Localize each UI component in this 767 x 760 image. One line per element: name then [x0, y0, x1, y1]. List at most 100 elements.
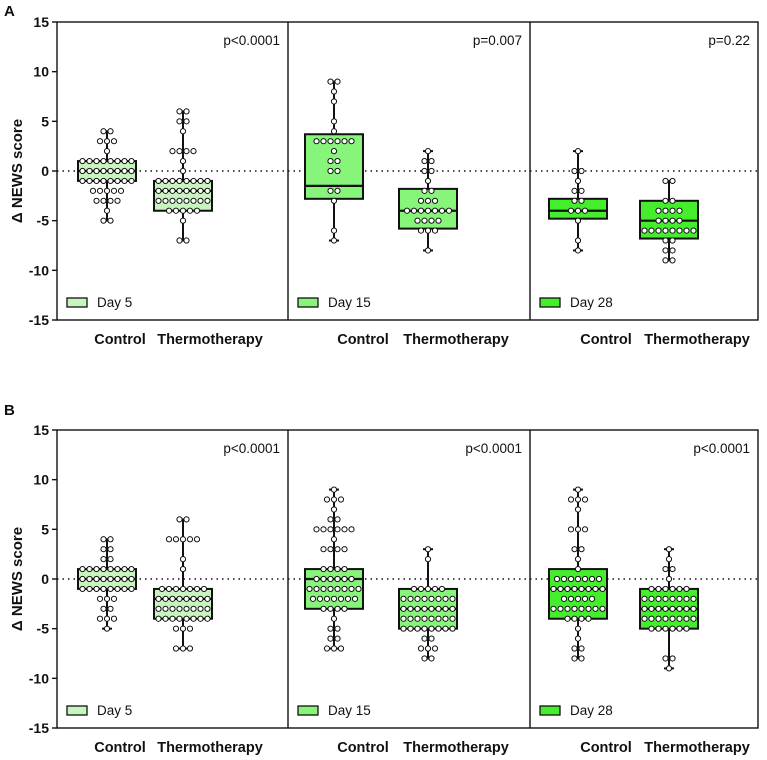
data-point — [581, 496, 589, 503]
legend-swatch — [297, 297, 319, 308]
data-point — [204, 187, 211, 194]
data-point — [665, 665, 673, 672]
data-point — [574, 217, 582, 224]
data-point — [186, 625, 194, 632]
data-point — [107, 536, 114, 543]
data-point — [571, 546, 578, 553]
data-point — [655, 595, 662, 602]
legend-swatch — [66, 705, 88, 716]
data-point — [334, 546, 341, 553]
data-point — [341, 605, 348, 612]
data-point — [341, 575, 348, 583]
data-point — [114, 157, 121, 165]
data-point — [424, 207, 432, 214]
data-point — [662, 177, 669, 185]
data-point — [669, 177, 676, 185]
data-point — [103, 187, 111, 194]
data-point — [578, 197, 585, 204]
data-point — [669, 227, 676, 234]
data-point — [128, 177, 135, 185]
data-point — [581, 526, 589, 533]
data-point — [567, 595, 575, 602]
data-point — [683, 585, 690, 593]
data-point — [179, 565, 187, 573]
data-point — [676, 227, 683, 234]
p-value: p<0.0001 — [465, 441, 522, 456]
data-point — [581, 595, 589, 602]
group-day-28: p=0.22 Day 28 Control Thermotherapy — [539, 33, 750, 348]
data-point — [421, 595, 428, 602]
data-point — [445, 207, 453, 214]
data-point — [165, 207, 173, 214]
data-point — [169, 615, 176, 622]
data-point — [550, 605, 557, 612]
data-point — [204, 615, 211, 622]
data-point — [176, 615, 183, 622]
group-day-15: p=0.007 Day 15 Control Thermotherapy — [297, 33, 522, 348]
data-point — [574, 496, 582, 503]
data-point — [100, 605, 107, 612]
category-label: Thermotherapy — [403, 740, 509, 756]
data-point — [655, 207, 662, 214]
data-point — [334, 605, 341, 612]
data-point — [662, 625, 669, 632]
legend-label: Day 28 — [570, 703, 613, 718]
box-control: Control — [304, 486, 389, 756]
data-point — [662, 565, 669, 573]
data-point — [683, 615, 690, 622]
data-point — [574, 237, 582, 244]
data-point — [183, 187, 190, 194]
data-point — [200, 585, 208, 593]
data-point — [121, 565, 128, 573]
data-point — [330, 615, 338, 622]
data-point — [313, 138, 320, 145]
data-point — [428, 655, 435, 662]
data-point — [662, 655, 669, 662]
data-point — [79, 157, 86, 165]
data-point — [155, 197, 162, 204]
data-point — [107, 217, 114, 224]
data-point — [320, 138, 327, 145]
data-point — [578, 167, 585, 175]
data-point — [121, 167, 128, 175]
data-point — [86, 575, 93, 583]
y-tick-label: 0 — [41, 571, 49, 587]
data-point — [414, 217, 421, 224]
data-point — [334, 585, 341, 593]
data-point — [320, 526, 327, 533]
box-control: Control — [77, 128, 146, 348]
data-point — [330, 506, 338, 513]
data-point — [179, 556, 187, 563]
data-point — [100, 128, 107, 135]
data-point — [431, 645, 439, 652]
data-point — [421, 625, 428, 632]
data-point — [89, 187, 97, 194]
data-point — [169, 197, 176, 204]
data-point — [428, 605, 435, 612]
data-point — [581, 575, 589, 583]
data-point — [669, 237, 676, 244]
data-point — [574, 556, 582, 563]
data-point — [327, 157, 334, 165]
data-point — [320, 605, 327, 612]
data-point — [179, 585, 187, 593]
data-point — [103, 595, 111, 602]
data-point — [574, 595, 582, 602]
data-point — [424, 247, 432, 254]
y-tick-label: -10 — [29, 262, 49, 278]
data-point — [197, 615, 204, 622]
data-point — [327, 605, 334, 612]
data-point — [179, 625, 187, 632]
data-point — [435, 605, 442, 612]
data-point — [110, 595, 118, 602]
data-point — [323, 645, 331, 652]
data-point — [557, 585, 564, 593]
data-point — [93, 575, 100, 583]
data-point — [424, 177, 432, 185]
data-point — [431, 197, 439, 204]
data-point — [421, 605, 428, 612]
data-point — [564, 585, 571, 593]
data-point — [424, 197, 432, 204]
data-point — [414, 625, 421, 632]
category-label: Control — [337, 740, 389, 756]
